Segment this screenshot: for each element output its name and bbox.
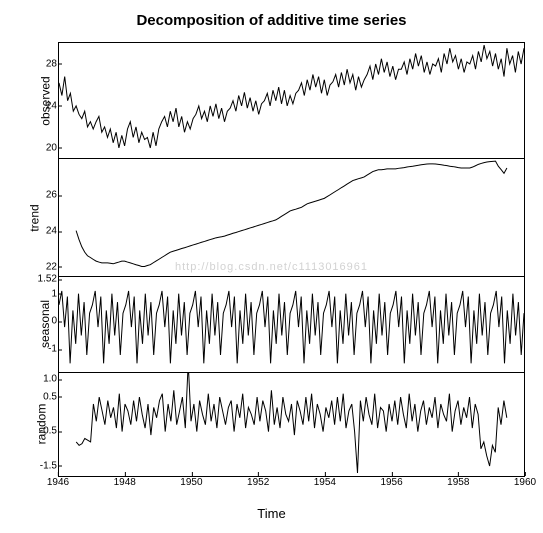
series-observed bbox=[59, 43, 524, 158]
y-tick: 0.5 bbox=[37, 391, 57, 402]
series-random bbox=[59, 373, 524, 476]
x-tick: 1960 bbox=[514, 477, 536, 488]
panel-trend: trend222426 bbox=[58, 159, 525, 276]
series-seasonal bbox=[59, 277, 524, 372]
y-tick: 1.0 bbox=[37, 374, 57, 385]
panel-stack: observed202428trend222426seasonal-1011.5… bbox=[58, 42, 525, 477]
y-tick: -0.5 bbox=[37, 426, 57, 437]
y-tick: 1.52 bbox=[37, 274, 57, 285]
y-ticks-observed: 20 24 28 bbox=[37, 43, 57, 158]
x-axis-label: Time bbox=[0, 506, 543, 521]
y-tick: -1.5 bbox=[37, 460, 57, 471]
x-tick: 1952 bbox=[247, 477, 269, 488]
y-tick: 22 bbox=[37, 261, 57, 272]
panel-observed: observed202428 bbox=[58, 42, 525, 159]
y-tick: 26 bbox=[37, 190, 57, 201]
y-tick: 20 bbox=[37, 142, 57, 153]
y-ticks-seasonal: -1 0 1 1.52 bbox=[37, 277, 57, 372]
y-tick: 24 bbox=[37, 226, 57, 237]
x-tick: 1958 bbox=[447, 477, 469, 488]
x-tick: 1946 bbox=[47, 477, 69, 488]
y-tick: 24 bbox=[37, 100, 57, 111]
x-tick: 1950 bbox=[180, 477, 202, 488]
y-ticks-trend: 22 24 26 bbox=[37, 159, 57, 275]
series-trend bbox=[59, 159, 524, 275]
decomposition-chart: Decomposition of additive time series ob… bbox=[0, 0, 543, 533]
x-axis: 19461948195019521954195619581960 bbox=[58, 477, 525, 495]
y-tick: 1 bbox=[37, 288, 57, 299]
panel-random: random-1.5-0.50.51.0 bbox=[58, 373, 525, 477]
y-tick: -1 bbox=[37, 344, 57, 355]
y-ticks-random: -1.5 -0.5 0.5 1.0 bbox=[37, 373, 57, 476]
x-tick: 1948 bbox=[114, 477, 136, 488]
x-tick: 1956 bbox=[380, 477, 402, 488]
panel-seasonal: seasonal-1011.52 bbox=[58, 277, 525, 373]
chart-title: Decomposition of additive time series bbox=[0, 12, 543, 29]
y-tick: 28 bbox=[37, 58, 57, 69]
x-tick: 1954 bbox=[314, 477, 336, 488]
y-tick: 0 bbox=[37, 316, 57, 327]
